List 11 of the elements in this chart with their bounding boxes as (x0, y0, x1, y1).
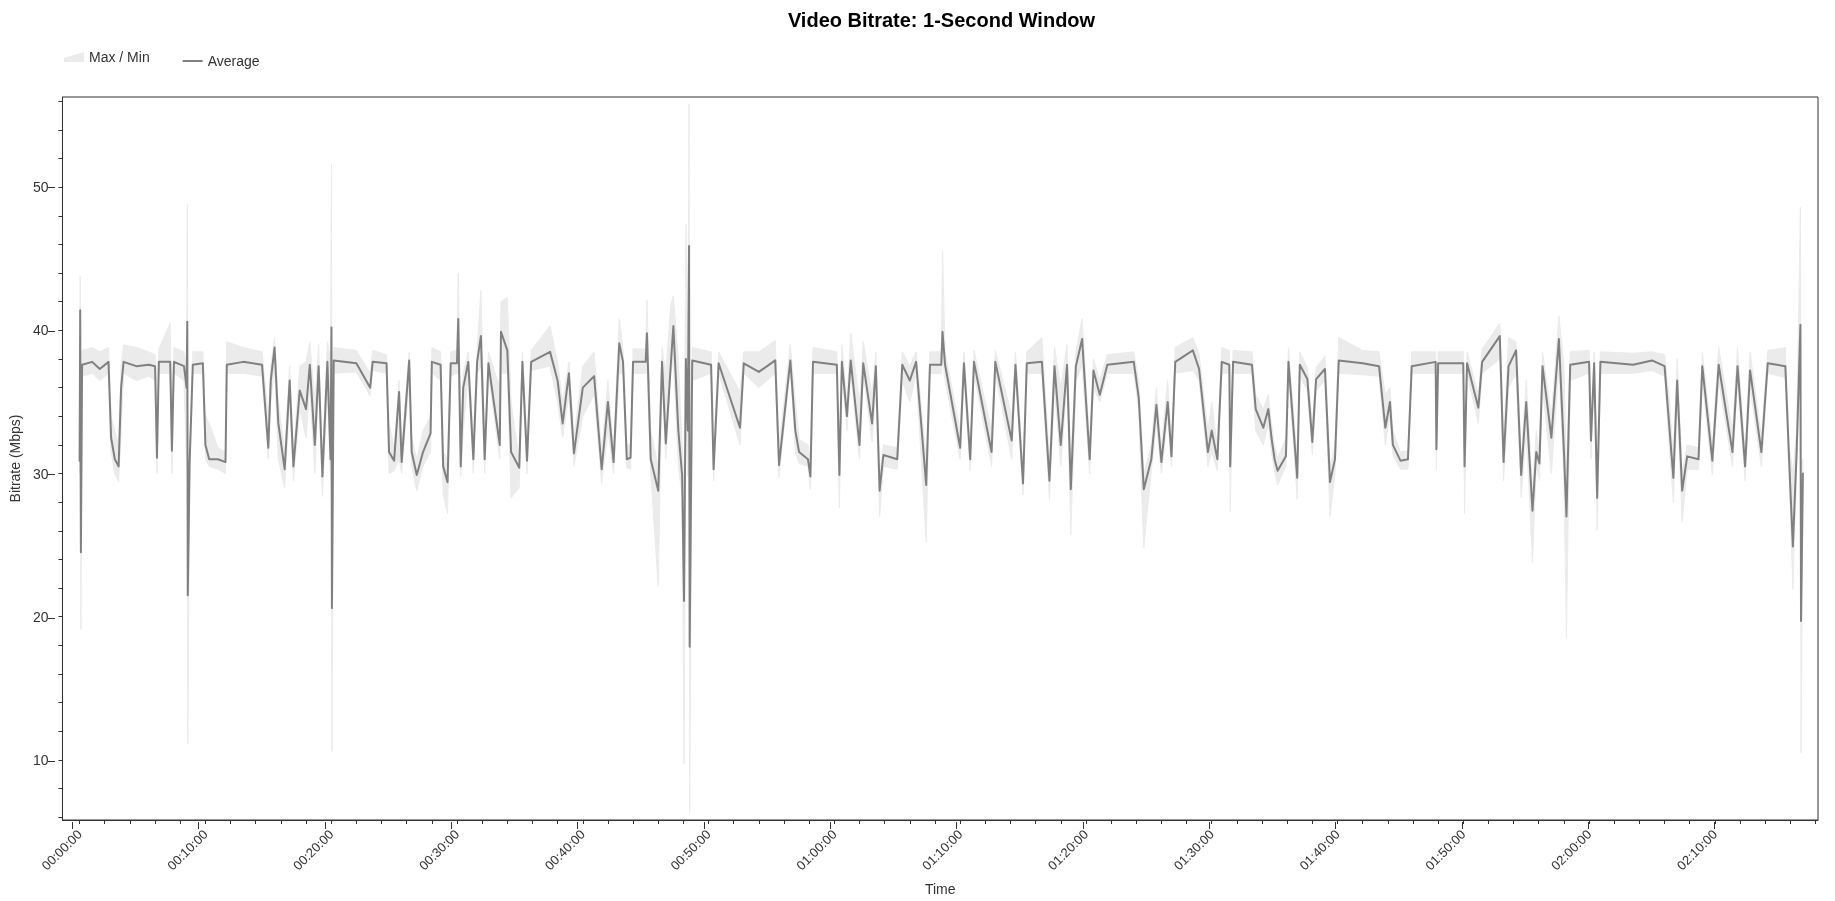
y-tick-label: 20 (32, 608, 49, 625)
x-axis-title: Time (924, 881, 956, 897)
y-axis-title: Bitrate (Mbps) (7, 414, 23, 503)
text: Max / Min (89, 49, 150, 65)
line-series (78, 244, 1804, 648)
y-tick-label: 50 (32, 179, 49, 196)
y-tick-label: 40 (32, 322, 49, 339)
chart-title: Video Bitrate: 1-Second Window (787, 9, 1096, 31)
y-tick-label: 10 (32, 751, 49, 768)
legend-label: Average (207, 53, 260, 69)
y-tick-label: 30 (32, 465, 49, 482)
